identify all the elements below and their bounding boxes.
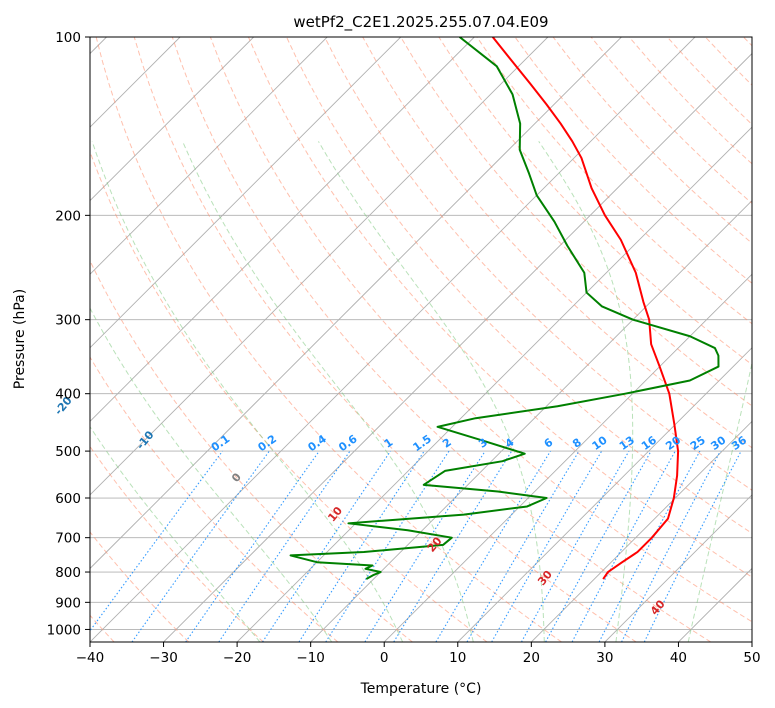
dry-adiabat-line: [209, 37, 752, 623]
mixing-ratio-line: [325, 450, 450, 642]
moist-adiabat-line: [538, 141, 634, 642]
mixing-ratio-label: 1: [382, 436, 396, 451]
y-tick-label: 100: [55, 30, 81, 46]
x-tick-label: −10: [296, 650, 325, 666]
dry-adiabat-line: [590, 37, 752, 205]
isotherm-line: [751, 641, 752, 642]
x-tick-label: 0: [380, 650, 389, 666]
theta-label: 0: [229, 470, 244, 484]
moist-adiabat-line: [317, 141, 545, 642]
dry-adiabat-line: [400, 37, 752, 407]
mixing-ratio-label: 6: [542, 436, 556, 451]
x-tick-label: 20: [523, 650, 540, 666]
x-tick-label: 30: [596, 650, 613, 666]
mixing-ratio-line: [364, 450, 486, 642]
dry-adiabat-line: [247, 37, 752, 578]
y-axis: 100 200 300 400 500 600 700 800 900 1000: [47, 30, 90, 638]
dry-adiabat-line: [324, 37, 752, 491]
chart-title: wetPf2_C2E1.2025.255.07.04.E09: [293, 13, 548, 32]
mixing-ratio-line: [598, 450, 701, 642]
temperature-profile-line: [491, 37, 680, 580]
dry-adiabat-line: [171, 37, 712, 642]
x-tick-label: 40: [670, 650, 687, 666]
dry-adiabat-line: [90, 150, 488, 642]
mixing-ratio-line: [218, 450, 351, 642]
y-tick-label: 500: [55, 444, 81, 460]
mixing-ratio-line: [90, 450, 223, 632]
dry-adiabat-line: [90, 445, 264, 642]
mixing-ratio-line: [621, 450, 721, 642]
mixing-ratio-line: [491, 450, 603, 642]
isotherm-line: [383, 273, 752, 642]
y-tick-label: 700: [55, 531, 81, 547]
y-tick-label: 900: [55, 595, 81, 611]
mixing-ratio-label: 25: [688, 434, 708, 453]
dry-adiabat-line: [90, 356, 339, 642]
moist-adiabat-line: [182, 141, 474, 642]
mixing-ratio-line: [131, 450, 270, 642]
plot-frame: [89, 36, 753, 643]
y-tick-label: 800: [55, 565, 81, 581]
x-axis-label: Temperature (°C): [360, 681, 482, 697]
mixing-ratio-label: 16: [639, 433, 659, 453]
x-axis: −40 −30 −20 −10 0 10 20 30 40 50: [76, 642, 761, 666]
y-axis-label: Pressure (hPa): [12, 289, 28, 389]
mixing-ratio-label: 30: [708, 433, 728, 453]
moist-adiabat-line: [687, 360, 752, 642]
mixing-ratio-line: [262, 450, 391, 642]
isotherm-line: [90, 37, 549, 496]
dewpoint-profile-line: [289, 37, 720, 580]
mixing-ratio-line: [466, 450, 580, 642]
series-layer: [289, 37, 720, 580]
dry-adiabat-line: [743, 37, 752, 47]
dry-adiabat-line: [90, 531, 190, 642]
dry-adiabat-line: [95, 37, 562, 642]
y-tick-label: 300: [55, 313, 81, 329]
y-tick-label: 400: [55, 387, 81, 403]
y-tick-label: 600: [55, 491, 81, 507]
theta-label: 40: [648, 597, 668, 617]
moist-adiabat-line: [90, 425, 261, 642]
dry-adiabat-line: [133, 37, 637, 642]
isotherm-line: [531, 420, 752, 642]
isotherm-line: [90, 37, 696, 642]
dry-adiabat-line: [438, 37, 752, 366]
isotherm-line: [163, 52, 752, 642]
isotherm-line: [90, 37, 328, 275]
mixing-ratio-line: [643, 450, 742, 642]
dry-adiabat-line: [90, 259, 413, 642]
mixing-ratio-line: [435, 450, 551, 642]
isotherm-line: [90, 37, 402, 349]
dry-adiabat-line: [552, 37, 752, 244]
mixing-ratio-line: [393, 450, 513, 642]
x-tick-label: 10: [449, 650, 466, 666]
x-tick-label: −30: [149, 650, 178, 666]
x-tick-label: 50: [743, 650, 760, 666]
mixing-ratio-label: 20: [663, 433, 683, 453]
y-tick-label: 200: [55, 208, 81, 224]
moist-adiabat-line: [91, 141, 404, 642]
theta-label: 30: [535, 568, 555, 588]
line-label-layer: 0.10.20.40.611.52346810131620253036-100-…: [0, 361, 749, 617]
mixing-ratio-line: [545, 450, 652, 642]
dry-adiabat-line: [666, 37, 752, 126]
y-tick-label: 1000: [47, 622, 81, 638]
mixing-ratio-label: 10: [590, 433, 610, 453]
mixing-ratio-label: 13: [617, 434, 637, 453]
grid-layer: [90, 37, 752, 642]
dry-adiabat-line: [704, 37, 752, 86]
mixing-ratio-line: [520, 450, 630, 642]
isotherm-line: [457, 347, 752, 642]
isotherm-line: [236, 126, 752, 642]
dry-adiabat-line: [514, 37, 752, 284]
isotherm-line: [604, 494, 752, 642]
x-tick-label: −20: [223, 650, 252, 666]
mixing-ratio-line: [571, 450, 676, 642]
x-tick-label: −40: [76, 650, 105, 666]
moist-adiabat-line: [90, 307, 333, 642]
isotherm-line: [90, 37, 254, 202]
isotherm-line: [90, 37, 475, 422]
isotherm-line: [678, 567, 752, 642]
